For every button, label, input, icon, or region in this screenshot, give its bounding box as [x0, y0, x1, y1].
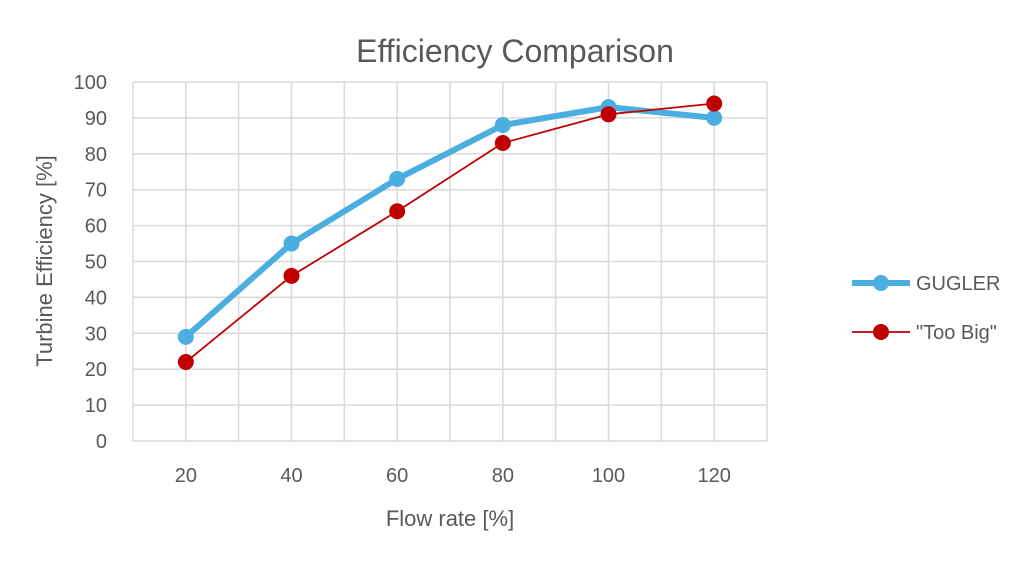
y-tick-label: 80	[85, 144, 107, 166]
legend-item: "Too Big"	[852, 322, 997, 344]
y-tick-label: 10	[85, 395, 107, 417]
x-axis-ticks: 20 40 60 80 100 120	[175, 465, 731, 487]
data-point	[706, 95, 723, 112]
data-point	[177, 354, 194, 371]
x-tick-label: 20	[175, 465, 197, 487]
legend-item: GUGLER	[852, 273, 1000, 295]
series-0	[177, 99, 723, 345]
series-line	[185, 102, 715, 363]
x-tick-label: 120	[697, 465, 730, 487]
series-1	[177, 95, 723, 371]
legend-marker	[873, 275, 889, 291]
data-point	[600, 106, 617, 123]
y-tick-label: 60	[85, 216, 107, 238]
x-tick-label: 80	[492, 465, 514, 487]
data-point	[494, 135, 511, 152]
data-point	[389, 203, 406, 220]
chart-title: Efficiency Comparison	[356, 33, 674, 69]
data-point	[706, 109, 723, 126]
x-tick-label: 100	[592, 465, 625, 487]
legend-marker	[873, 324, 889, 340]
y-tick-label: 30	[85, 323, 107, 345]
data-point	[283, 267, 300, 284]
series-group	[177, 95, 723, 371]
y-tick-label: 90	[85, 108, 107, 130]
y-tick-label: 20	[85, 359, 107, 381]
y-tick-label: 100	[74, 72, 107, 94]
x-tick-label: 60	[386, 465, 408, 487]
x-tick-label: 40	[280, 465, 302, 487]
data-point	[389, 170, 406, 187]
x-axis-label: Flow rate [%]	[386, 506, 514, 531]
y-axis-ticks: 0 10 20 30 40 50 60 70 80 90 100	[74, 72, 107, 453]
data-point	[177, 328, 194, 345]
legend-label: GUGLER	[916, 273, 1000, 295]
y-tick-label: 40	[85, 287, 107, 309]
legend-label: "Too Big"	[916, 322, 997, 344]
legend: GUGLER "Too Big"	[852, 273, 1000, 344]
series-line	[183, 104, 715, 340]
y-axis-label: Turbine Efficiency [%]	[32, 155, 57, 367]
gridlines	[132, 81, 768, 442]
y-tick-label: 0	[96, 431, 107, 453]
data-point	[283, 235, 300, 252]
data-point	[494, 117, 511, 134]
y-tick-label: 70	[85, 180, 107, 202]
y-tick-label: 50	[85, 252, 107, 274]
